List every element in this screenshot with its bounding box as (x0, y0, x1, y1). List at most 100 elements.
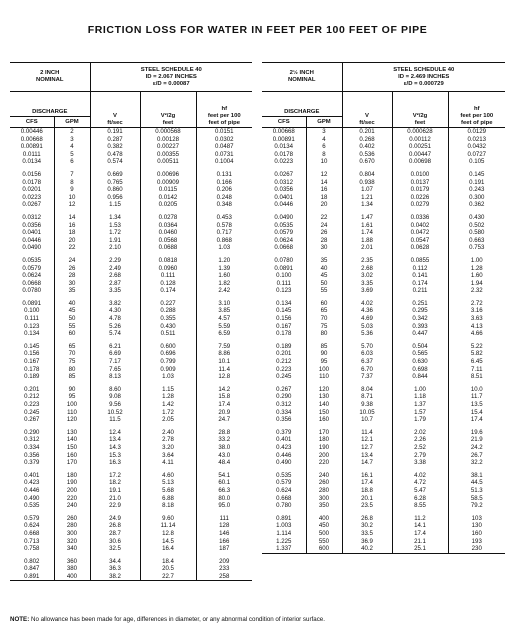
cfs-cell: 0.579 (276, 479, 292, 487)
table-row: 0.00891 4 0.268 0.00112 0.0213 (262, 135, 506, 144)
gpm-cell: 160 (305, 416, 342, 424)
velocity-head-cell: 5.47 (391, 486, 448, 495)
gpm-cell: 85 (53, 373, 90, 381)
gpm-cell: 85 (305, 337, 342, 351)
table-row: 0.0312 14 0.938 0.0137 0.191 (262, 178, 506, 187)
gpm-cell: 380 (53, 565, 90, 573)
cfs-cell: 0.0134 (22, 158, 42, 166)
velocity-head-cell: 0.430 (139, 322, 196, 331)
velocity-head-cell: 3.38 (391, 459, 448, 467)
velocity-head-cell: 4.72 (391, 479, 448, 487)
table-row: 0.0891 40 2.68 0.112 1.28 (262, 264, 506, 273)
gpm-cell: 65 (53, 337, 90, 351)
velocity-cell: 0.574 (89, 158, 140, 166)
head-loss-cell: 54.1 (195, 466, 253, 480)
velocity-head-cell: 0.227 (139, 294, 196, 308)
velocity-cell: 26.8 (89, 522, 140, 530)
head-loss-cell: 26.7 (447, 451, 506, 460)
gpm-cell: 20 (53, 236, 90, 245)
velocity-head-cell: 25.1 (391, 545, 448, 554)
gpm-cell: 100 (305, 365, 342, 374)
head-loss-cell: 0.0432 (447, 143, 506, 151)
table-row: 0.212 95 6.37 0.630 6.45 (262, 358, 506, 366)
table-row: 0.0668 30 2.87 0.128 1.82 (10, 279, 253, 288)
gpm-cell: 75 (53, 358, 90, 366)
velocity-cell: 30.6 (89, 537, 140, 546)
head-loss-cell: 128 (195, 522, 253, 530)
head-loss-cell: 0.0151 (195, 127, 253, 136)
head-loss-cell: 21.9 (447, 436, 506, 444)
velocity-cell: 12.4 (89, 423, 140, 437)
velocity-cell: 16.1 (341, 466, 392, 480)
table-row: 0.223 100 9.56 1.42 17.4 (10, 401, 253, 409)
head-loss-cell: 187 (195, 545, 253, 553)
friction-table-2-5-inch: 2½ INCH NOMINAL STEEL SCHEDULE 40 ID = 2.46… (262, 62, 506, 554)
head-loss-cell: 15.8 (195, 393, 253, 401)
head-loss-cell: 0.453 (195, 208, 253, 222)
head-loss-cell: 166 (195, 537, 253, 546)
table-row: 0.356 160 10.7 1.79 17.4 (262, 416, 506, 424)
velocity-head-cell: 0.0205 (139, 201, 196, 209)
head-loss-cell: 103 (447, 509, 506, 523)
gpm-cell: 170 (305, 423, 342, 437)
head-loss-cell: 24.7 (195, 416, 253, 424)
head-loss-cell: 1.39 (195, 264, 253, 273)
velocity-cell: 14.3 (89, 443, 140, 452)
gpm-cell: 200 (305, 451, 342, 460)
velocity-head-cell: 1.37 (391, 401, 448, 409)
cfs-cell: 0.156 (24, 350, 40, 358)
velocity-head-cell: 6.28 (391, 494, 448, 503)
cfs-cell: 0.167 (276, 322, 292, 330)
head-loss-cell: 0.105 (447, 158, 506, 166)
table-row: 0.847 380 36.3 20.5 233 (10, 565, 253, 573)
head-loss-cell: 7.11 (447, 365, 506, 374)
gpm-cell: 190 (305, 443, 342, 452)
head-loss-cell: 0.0487 (195, 143, 253, 151)
head-loss-cell: 51.3 (447, 486, 506, 495)
cfs-cell: 0.0223 (22, 193, 42, 201)
velocity-head-cell: 0.00511 (139, 158, 196, 166)
table-row: 0.0267 12 1.15 0.0205 0.348 (10, 201, 253, 209)
table-row: 0.0178 8 0.536 0.00447 0.0727 (262, 150, 506, 159)
table-row: 0.802 360 34.4 18.4 209 (10, 552, 253, 566)
velocity-head-cell: 0.565 (391, 350, 448, 359)
cfs-cell: 0.00891 (272, 135, 295, 143)
table-row: 0.0401 18 1.21 0.0226 0.300 (262, 193, 506, 202)
velocity-cell: 4.30 (89, 307, 140, 316)
velocity-cell: 0.860 (89, 186, 140, 194)
cfs-cell: 0.379 (276, 428, 292, 436)
velocity-cell: 13.4 (341, 451, 392, 460)
velocity-head-cell: 3.64 (139, 451, 196, 460)
velocity-head-cell: 0.0855 (391, 251, 448, 265)
velocity-head-cell: 0.0115 (139, 186, 196, 194)
table-row: 0.0267 12 0.804 0.0100 0.145 (262, 165, 506, 179)
cfs-cell: 0.167 (24, 358, 40, 366)
cfs-cell: 0.802 (24, 557, 40, 565)
cfs-cell: 1.114 (276, 529, 292, 537)
velocity-cell: 9.08 (89, 393, 140, 401)
head-loss-cell: 0.502 (447, 221, 506, 230)
velocity-head-cell: 1.28 (139, 393, 196, 401)
velocity-cell: 9.38 (341, 401, 392, 409)
velocity-cell: 9.56 (89, 401, 140, 409)
gpm-cell: 45 (305, 272, 342, 280)
velocity-cell: 7.17 (89, 358, 140, 366)
head-loss-cell: 0.191 (447, 178, 506, 187)
gpm-cell: 50 (305, 279, 342, 288)
head-loss-cell: 80.0 (195, 494, 253, 503)
head-loss-cell: 58.5 (447, 494, 506, 503)
pipe-spec-label: STEEL SCHEDULE 40 ID = 2.067 INCHES ε/D = … (89, 62, 253, 92)
table-row: 0.535 240 16.1 4.02 38.1 (262, 466, 506, 480)
gpm-cell: 12 (305, 165, 342, 179)
velocity-cell: 18.2 (89, 479, 140, 487)
head-loss-cell: 0.0213 (447, 135, 506, 144)
head-loss-cell: 1.60 (447, 272, 506, 280)
cfs-cell: 0.111 (24, 315, 39, 323)
gpm-cell: 260 (53, 509, 90, 523)
head-loss-cell: 95.0 (195, 502, 253, 510)
cfs-cell: 0.0624 (274, 236, 294, 244)
head-loss-cell: 15.4 (447, 408, 506, 417)
velocity-head-cell: 0.000568 (139, 127, 196, 136)
pipe-spec-label: STEEL SCHEDULE 40 ID = 2.469 INCHES ε/D = … (341, 62, 506, 92)
gpm-cell: 20 (305, 201, 342, 209)
